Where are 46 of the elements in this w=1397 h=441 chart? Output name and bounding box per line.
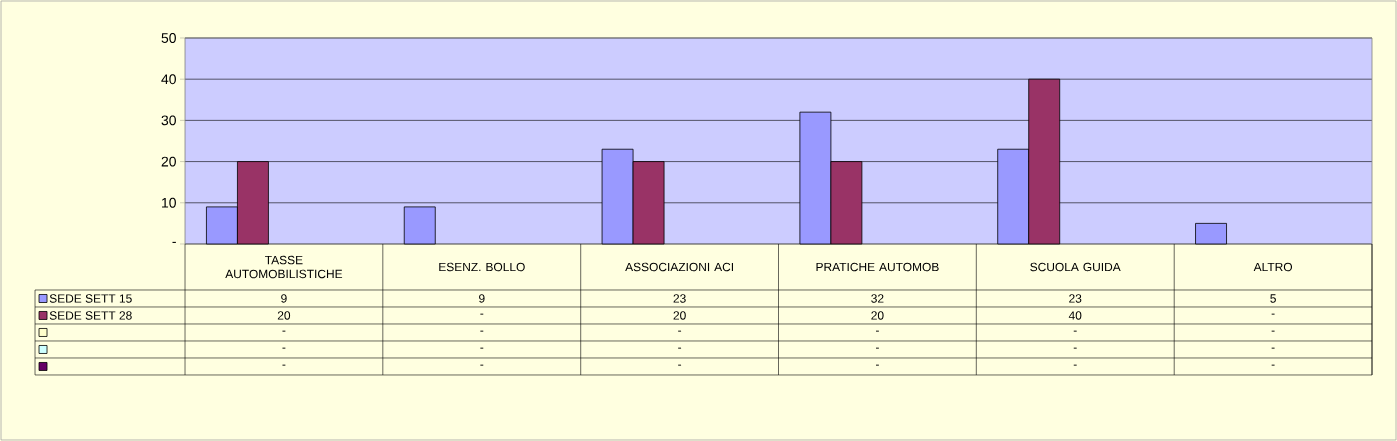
data-label: 23	[1069, 294, 1082, 303]
text: -	[282, 330, 286, 332]
text: -	[1271, 347, 1275, 349]
y-tick-label: 10	[162, 197, 176, 208]
text: -	[480, 347, 484, 349]
data-label: 20	[277, 311, 291, 320]
text: -	[1073, 347, 1077, 349]
x-tick-label: TASSE AUTOMOBILISTICHE	[225, 255, 343, 279]
data-label: 23	[673, 294, 686, 303]
bar	[403, 206, 436, 245]
text: -	[480, 313, 484, 315]
x-tick-label: PRATICHE AUTOMOB	[816, 262, 939, 272]
y-tick-label: -	[172, 241, 176, 243]
x-tick-label: ESENZ. BOLLO	[439, 262, 525, 272]
text: -	[480, 364, 484, 366]
y-tick-label: 50	[161, 33, 176, 43]
text: -	[1073, 330, 1077, 332]
text: -	[1271, 313, 1275, 315]
text: -	[875, 364, 879, 366]
text: -	[1271, 364, 1275, 366]
data-label: 20	[673, 311, 686, 320]
legend-label: SEDE SETT 15	[49, 294, 132, 303]
bar	[1195, 222, 1227, 245]
text: -	[678, 330, 682, 332]
data-label: 5	[1270, 294, 1276, 303]
text: -	[678, 347, 682, 349]
text: -	[1073, 364, 1077, 366]
text: -	[282, 364, 286, 366]
data-label: 9	[479, 294, 485, 303]
y-tick-label: 20	[161, 156, 176, 167]
text: -	[678, 364, 682, 366]
data-label: 32	[871, 294, 884, 303]
data-label: 20	[871, 311, 884, 320]
data-label: 40	[1068, 311, 1082, 320]
text: -	[480, 330, 484, 332]
y-tick-label: 40	[161, 74, 176, 85]
data-label: 9	[281, 294, 287, 303]
x-tick-label: ASSOCIAZIONI ACI	[625, 262, 733, 272]
y-tick-label: 30	[161, 115, 176, 126]
legend-label: SEDE SETT 28	[49, 311, 132, 320]
x-tick-label: ALTRO	[1253, 262, 1293, 272]
text: -	[875, 347, 879, 349]
x-tick-label: SCUOLA GUIDA	[1030, 262, 1121, 272]
text: -	[1271, 330, 1275, 332]
text: -	[875, 330, 879, 332]
text: -	[282, 347, 286, 349]
